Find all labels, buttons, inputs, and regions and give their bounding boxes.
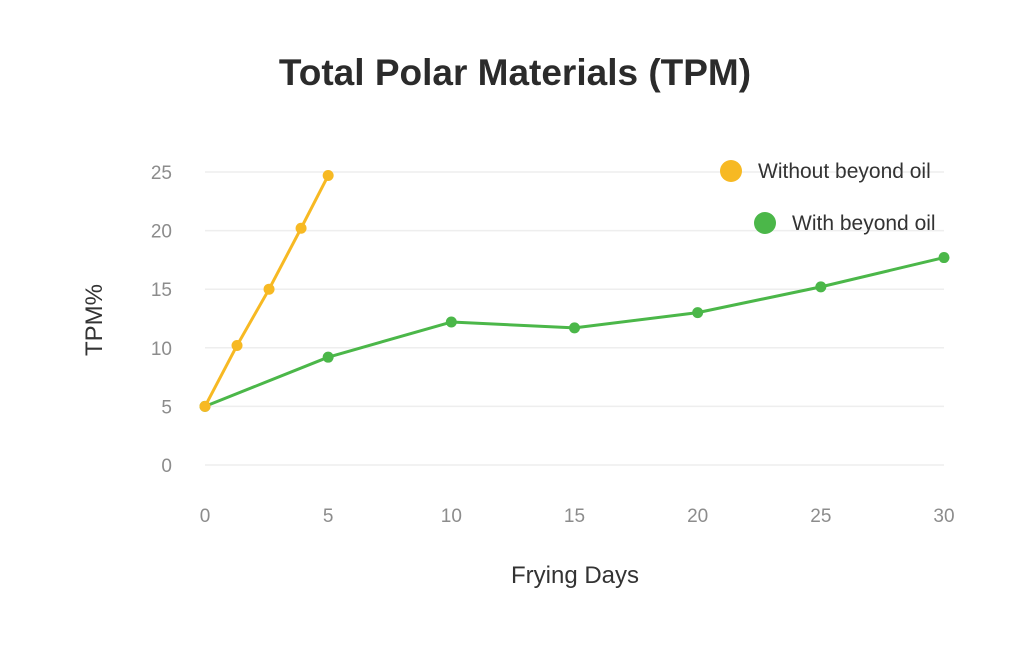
legend-marker-icon [754, 212, 776, 234]
y-tick-label: 5 [161, 397, 172, 418]
chart-title: Total Polar Materials (TPM) [278, 52, 752, 93]
series-line [199, 170, 334, 412]
data-point [815, 281, 827, 293]
data-point [322, 351, 334, 363]
x-tick-label: 0 [200, 506, 211, 527]
data-point [199, 400, 211, 412]
x-tick-label: 25 [810, 506, 831, 527]
x-tick-label: 5 [323, 506, 334, 527]
data-point [692, 307, 704, 319]
x-axis-ticks: 0 5 10 15 20 25 30 [200, 506, 955, 527]
x-tick-label: 10 [441, 506, 462, 527]
data-point [938, 252, 950, 264]
x-tick-label: 30 [933, 506, 954, 527]
legend: Without beyond oil With beyond oil [720, 160, 936, 235]
data-point [445, 316, 457, 328]
data-point [263, 283, 275, 295]
x-tick-label: 15 [564, 506, 585, 527]
y-tick-label: 25 [151, 163, 172, 184]
data-series [199, 170, 950, 412]
x-axis-label: Frying Days [511, 562, 639, 589]
data-point [322, 170, 334, 182]
y-tick-label: 10 [151, 339, 172, 360]
legend-label: With beyond oil [792, 212, 936, 235]
legend-label: Without beyond oil [758, 160, 931, 183]
legend-marker-icon [720, 160, 742, 182]
y-tick-label: 20 [151, 222, 172, 243]
y-axis-label: TPM% [81, 284, 108, 356]
y-axis-ticks: 0 5 10 15 20 25 [151, 163, 172, 477]
data-point [295, 222, 307, 234]
y-tick-label: 15 [151, 280, 172, 301]
data-point [569, 322, 580, 334]
x-tick-label: 20 [687, 506, 708, 527]
gridlines [205, 171, 944, 466]
legend-item: With beyond oil [754, 212, 936, 235]
y-tick-label: 0 [161, 456, 172, 477]
series-line [199, 252, 950, 412]
legend-item: Without beyond oil [720, 160, 931, 183]
data-point [231, 339, 243, 351]
